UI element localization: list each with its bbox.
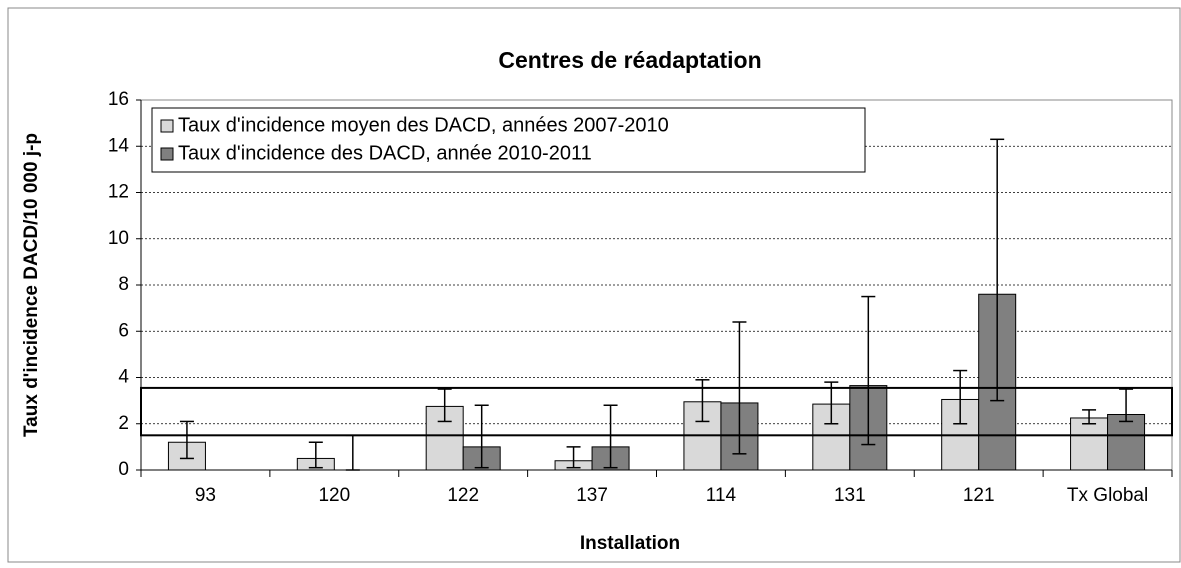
bar (1070, 417, 1109, 471)
y-tick-label: 6 (118, 320, 129, 341)
x-tick-label: 114 (706, 485, 737, 506)
y-tick-label: 0 (118, 459, 129, 480)
x-tick-label: 131 (834, 485, 866, 506)
bar (1107, 414, 1146, 471)
x-tick-label: 137 (576, 485, 608, 506)
y-tick-label: 16 (108, 89, 129, 110)
highlight-range (140, 386, 1173, 437)
x-tick-label: 120 (318, 485, 350, 506)
y-tick-label: 4 (118, 367, 129, 388)
x-tick-label: 122 (447, 485, 479, 506)
x-tick-label: Tx Global (1067, 485, 1148, 506)
y-tick-label: 12 (108, 182, 129, 203)
legend-label: Taux d'incidence moyen des DACD, années … (178, 114, 669, 136)
legend-swatch (160, 147, 174, 161)
x-axis-label: Installation (580, 533, 680, 554)
y-tick-label: 14 (108, 135, 130, 156)
frame (7, 7, 1181, 563)
x-tick-label: 121 (963, 485, 995, 506)
legend-label: Taux d'incidence des DACD, année 2010-20… (178, 142, 592, 164)
chart-title: Centres de réadaptation (498, 47, 761, 73)
y-tick-label: 2 (118, 413, 129, 434)
y-tick-label: 8 (118, 274, 129, 295)
y-tick-label: 10 (108, 228, 129, 249)
legend-swatch (160, 119, 174, 133)
x-tick-label: 93 (195, 485, 216, 506)
legend (151, 107, 866, 173)
y-axis-label: Taux d'incidence DACD/10 000 j-p (21, 133, 42, 437)
